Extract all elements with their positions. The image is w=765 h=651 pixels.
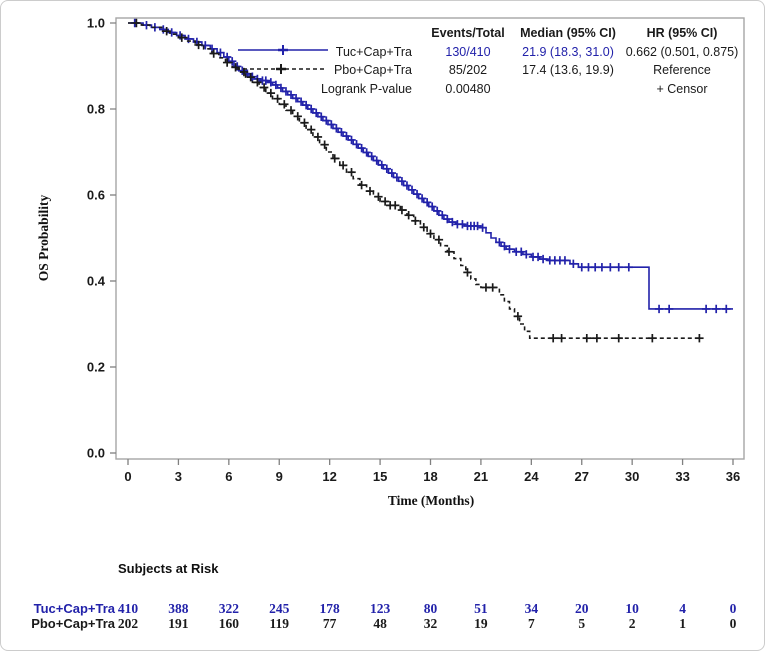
risk-count: 0 <box>729 601 737 616</box>
legend-censor-note: + Censor <box>656 81 708 96</box>
risk-count: 34 <box>524 601 539 616</box>
legend-treatment-name: Tuc+Cap+Tra <box>335 44 412 59</box>
km-plot-canvas: 0 3 6 9 12 15 18 21 24 27 30 33 360.00.20.40.60.81.0 <box>87 16 745 484</box>
svg-text:0.4: 0.4 <box>87 274 106 289</box>
risk-count: 48 <box>373 616 387 631</box>
svg-text:18: 18 <box>423 469 437 484</box>
risk-count: 245 <box>269 601 290 616</box>
legend-row-treatment-label: Tuc+Cap+Tra <box>237 44 416 59</box>
solid-line-plus-marker-icon <box>237 44 329 59</box>
svg-text:6: 6 <box>225 469 232 484</box>
risk-count: 2 <box>628 616 636 631</box>
legend-control-name: Pbo+Cap+Tra <box>333 63 412 78</box>
svg-text:36: 36 <box>726 469 740 484</box>
dashed-line-plus-marker-icon <box>235 63 327 78</box>
risk-count: 5 <box>578 616 586 631</box>
legend-header-events-total: Events/Total <box>431 26 505 41</box>
legend-control-hr: Reference <box>653 63 711 78</box>
risk-count: 410 <box>117 601 139 616</box>
risk-row-control: Pbo+Cap+Tra 202 191 160 119 77 48 32 19 7 5 2 1 0 <box>1 616 764 631</box>
risk-count: 20 <box>575 601 589 616</box>
risk-count: 4 <box>679 601 686 616</box>
svg-text:0.2: 0.2 <box>87 360 105 375</box>
legend-header-median: Median (95% CI) <box>520 26 616 41</box>
risk-count: 178 <box>319 601 340 616</box>
svg-text:9: 9 <box>276 469 283 484</box>
svg-text:0: 0 <box>124 469 131 484</box>
risk-count: 51 <box>474 601 488 616</box>
risk-count: 0 <box>729 616 737 631</box>
svg-text:15: 15 <box>373 469 387 484</box>
legend-treatment-hr: 0.662 (0.501, 0.875) <box>625 44 739 59</box>
risk-count: 322 <box>218 601 239 616</box>
svg-text:33: 33 <box>675 469 689 484</box>
legend-logrank-label: Logrank P-value <box>320 81 412 96</box>
risk-count: 77 <box>322 616 337 631</box>
risk-row-treatment: Tuc+Cap+Tra 410 388 322 245 178 123 80 51 34 20 10… <box>1 601 764 616</box>
svg-text:0.0: 0.0 <box>87 446 105 461</box>
svg-text:30: 30 <box>625 469 639 484</box>
risk-count: 1 <box>679 616 686 631</box>
y-axis-label: OS Probability <box>36 194 51 282</box>
legend: Events/Total Median (95% CI) HR (95% CI)… <box>235 24 748 98</box>
risk-count: 19 <box>474 616 488 631</box>
risk-count: 202 <box>117 616 139 631</box>
risk-count: 123 <box>369 601 391 616</box>
risk-count: 10 <box>625 601 639 616</box>
risk-count: 80 <box>423 601 438 616</box>
risk-count: 160 <box>218 616 239 631</box>
svg-text:27: 27 <box>575 469 589 484</box>
legend-control-median: 17.4 (13.6, 19.9) <box>522 63 614 78</box>
svg-text:12: 12 <box>322 469 336 484</box>
svg-text:21: 21 <box>474 469 488 484</box>
legend-row-control-label: Pbo+Cap+Tra <box>235 63 416 78</box>
legend-treatment-events: 130/410 <box>445 44 491 59</box>
risk-row-treatment-label: Tuc+Cap+Tra <box>33 601 115 616</box>
risk-count: 388 <box>168 601 189 616</box>
svg-text:1.0: 1.0 <box>87 16 105 31</box>
risk-count: 7 <box>527 616 535 631</box>
legend-header-hr: HR (95% CI) <box>646 26 718 41</box>
x-axis-label: Time (Months) <box>387 493 475 508</box>
svg-text:0.8: 0.8 <box>87 102 105 117</box>
svg-text:24: 24 <box>524 469 539 484</box>
legend-control-events: 85/202 <box>448 63 488 78</box>
risk-row-control-label: Pbo+Cap+Tra <box>31 616 115 631</box>
svg-text:3: 3 <box>175 469 182 484</box>
risk-count: 191 <box>168 616 189 631</box>
risk-count: 32 <box>423 616 438 631</box>
risk-table-title: Subjects at Risk <box>118 561 219 576</box>
svg-text:0.6: 0.6 <box>87 188 105 203</box>
legend-treatment-median: 21.9 (18.3, 31.0) <box>522 44 614 59</box>
risk-count: 119 <box>269 616 290 631</box>
legend-logrank-pvalue: 0.00480 <box>445 81 491 96</box>
